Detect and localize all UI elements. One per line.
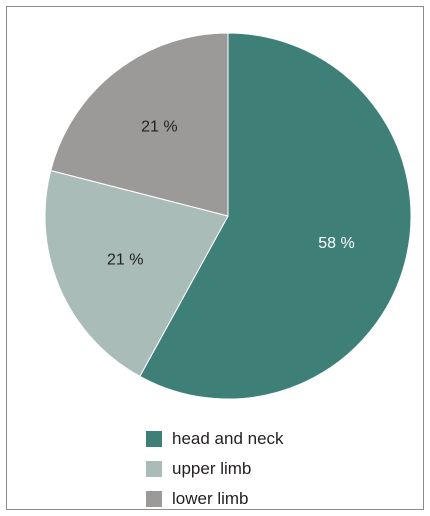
legend-item-lower-limb: lower limb (146, 484, 284, 514)
legend-swatch-upper-limb (146, 461, 162, 477)
legend-swatch-lower-limb (146, 491, 162, 507)
legend-swatch-head-and-neck (146, 431, 162, 447)
pie-label-head-and-neck: 58 % (318, 235, 354, 252)
pie-slice-lower-limb (50, 32, 229, 217)
pie-slice-upper-limb (44, 169, 229, 378)
pie-slice-head-and-neck (139, 32, 412, 400)
legend-label-lower-limb: lower limb (172, 489, 249, 508)
pie-label-upper-limb: 21 % (107, 252, 143, 269)
legend-label-upper-limb: upper limb (172, 459, 252, 478)
legend-label-head-and-neck: head and neck (172, 429, 284, 448)
legend: head and neck upper limb lower limb (146, 424, 284, 514)
pie-label-lower-limb: 21 % (141, 119, 177, 136)
legend-item-upper-limb: upper limb (146, 454, 284, 484)
legend-item-head-and-neck: head and neck (146, 424, 284, 454)
